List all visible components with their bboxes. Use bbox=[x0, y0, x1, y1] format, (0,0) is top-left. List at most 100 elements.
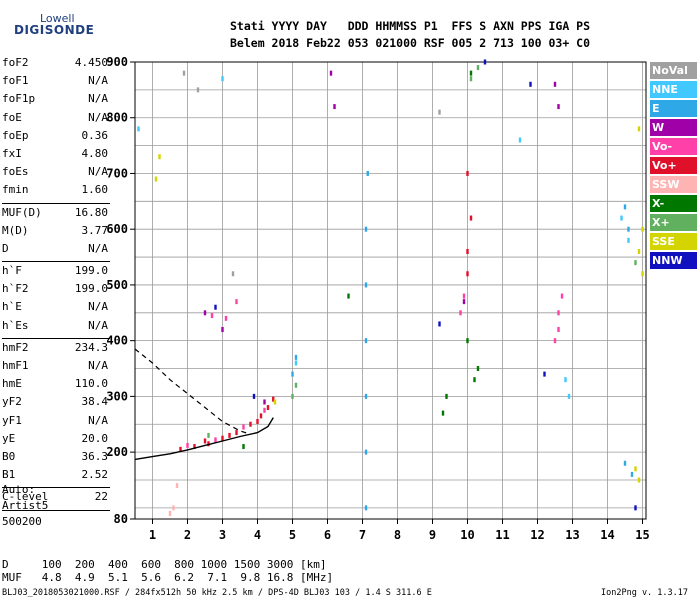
param-value: 22 bbox=[94, 490, 108, 504]
data-point bbox=[231, 271, 235, 277]
legend-entry: X- bbox=[650, 195, 697, 212]
data-point bbox=[438, 109, 441, 115]
auto-label: Auto: bbox=[2, 483, 36, 496]
y-tick-label: 800 bbox=[106, 111, 128, 125]
data-point bbox=[179, 446, 182, 452]
data-point bbox=[529, 81, 532, 87]
y-tick-label: 80 bbox=[114, 512, 128, 526]
param-separator bbox=[2, 509, 110, 511]
data-point bbox=[476, 366, 480, 372]
param-value: 3.77 bbox=[81, 223, 109, 237]
x-tick-label: 12 bbox=[530, 528, 544, 542]
param-row: h`Es N/A bbox=[2, 319, 110, 337]
data-point bbox=[553, 338, 557, 344]
param-value: 0.36 bbox=[81, 128, 109, 142]
data-point bbox=[623, 204, 627, 210]
param-value: N/A bbox=[88, 92, 108, 106]
scaled-parameters-panel: foF2 4.450 foF1 N/A foF1p N/A foE N/A foEp 0.36 fx… bbox=[2, 56, 110, 513]
data-point bbox=[469, 70, 473, 76]
version-text: Ion2Png v. 1.3.17 bbox=[601, 588, 688, 598]
data-point bbox=[347, 293, 350, 299]
legend-entry: NNE bbox=[650, 81, 697, 98]
data-point bbox=[273, 399, 277, 405]
data-point bbox=[249, 421, 252, 427]
data-point bbox=[469, 215, 473, 221]
param-value: N/A bbox=[88, 359, 108, 372]
param-name: M(D) bbox=[2, 223, 29, 237]
data-point bbox=[364, 226, 368, 232]
data-point bbox=[182, 70, 186, 76]
station-header: Stati YYYY DAY DDD HHMMSS P1 FFS S AXN P… bbox=[230, 18, 590, 52]
data-point bbox=[627, 237, 630, 243]
data-point bbox=[203, 310, 207, 316]
data-point bbox=[469, 76, 473, 82]
y-tick-label: 400 bbox=[106, 334, 128, 348]
param-value: 2.52 bbox=[81, 468, 109, 482]
data-point bbox=[221, 435, 224, 441]
data-point bbox=[557, 104, 560, 110]
param-value: N/A bbox=[88, 110, 108, 124]
param-row: h`F2 199.0 bbox=[2, 282, 110, 300]
x-tick-label: 7 bbox=[359, 528, 366, 542]
x-tick-label: 4 bbox=[254, 528, 261, 542]
param-name: hmF2 bbox=[2, 340, 29, 354]
legend-entry: X+ bbox=[650, 214, 697, 231]
param-row: foF1p N/A bbox=[2, 92, 110, 110]
data-point bbox=[445, 393, 448, 399]
param-row: foEs N/A bbox=[2, 165, 110, 183]
param-row: hmE 110.0 bbox=[2, 377, 110, 395]
header-line2: Belem 2018 Feb22 053 021000 RSF 005 2 71… bbox=[230, 36, 591, 50]
param-row: yF2 38.4 bbox=[2, 395, 110, 413]
data-point bbox=[641, 271, 644, 277]
param-name: hmF1 bbox=[2, 359, 29, 372]
param-name: D bbox=[2, 241, 9, 255]
data-point bbox=[459, 310, 462, 316]
data-point bbox=[154, 176, 158, 182]
param-value: 110.0 bbox=[74, 377, 108, 391]
param-value: 199.0 bbox=[74, 282, 108, 296]
param-value: 199.0 bbox=[74, 264, 108, 278]
data-point bbox=[623, 460, 627, 466]
param-row: foF1 N/A bbox=[2, 74, 110, 92]
param-value: 4.450 bbox=[74, 56, 108, 69]
data-point bbox=[560, 293, 564, 299]
data-point bbox=[637, 248, 641, 254]
param-name: C-level bbox=[2, 490, 49, 504]
data-point bbox=[364, 282, 368, 288]
artist-version: Artist5 bbox=[2, 499, 49, 512]
data-point bbox=[364, 449, 368, 455]
data-point bbox=[291, 393, 294, 399]
data-point bbox=[627, 226, 630, 232]
data-point bbox=[364, 505, 368, 511]
data-point bbox=[641, 226, 644, 232]
param-value: N/A bbox=[88, 318, 108, 332]
param-value: N/A bbox=[88, 241, 108, 255]
y-tick-label: 500 bbox=[106, 278, 128, 292]
data-point bbox=[466, 271, 469, 277]
param-name: h`F2 bbox=[2, 282, 29, 296]
data-point bbox=[221, 76, 224, 82]
legend-entry: W bbox=[650, 119, 697, 136]
data-point bbox=[256, 418, 259, 424]
param-value: 234.3 bbox=[74, 340, 108, 354]
x-tick-label: 1 bbox=[149, 528, 156, 542]
x-tick-label: 6 bbox=[324, 528, 331, 542]
data-point bbox=[272, 396, 275, 402]
param-separator bbox=[2, 337, 110, 339]
data-point bbox=[291, 371, 294, 377]
data-point bbox=[518, 137, 522, 143]
legend: NoVal NNE E W Vo- Vo+ SSW X- X+ SSE NNW bbox=[650, 62, 697, 271]
param-value: N/A bbox=[88, 413, 108, 427]
data-point bbox=[210, 313, 214, 319]
data-point bbox=[137, 126, 140, 132]
data-point bbox=[634, 505, 637, 511]
param-row: hmF2 234.3 bbox=[2, 341, 110, 359]
header-line1: Stati YYYY DAY DDD HHMMSS P1 FFS S AXN P… bbox=[230, 19, 591, 33]
data-point bbox=[294, 354, 298, 360]
x-tick-label: 9 bbox=[429, 528, 436, 542]
param-row: D N/A bbox=[2, 242, 110, 260]
data-point bbox=[557, 327, 560, 333]
x-tick-label: 5 bbox=[289, 528, 296, 542]
data-point bbox=[634, 466, 637, 472]
data-point bbox=[294, 382, 298, 388]
